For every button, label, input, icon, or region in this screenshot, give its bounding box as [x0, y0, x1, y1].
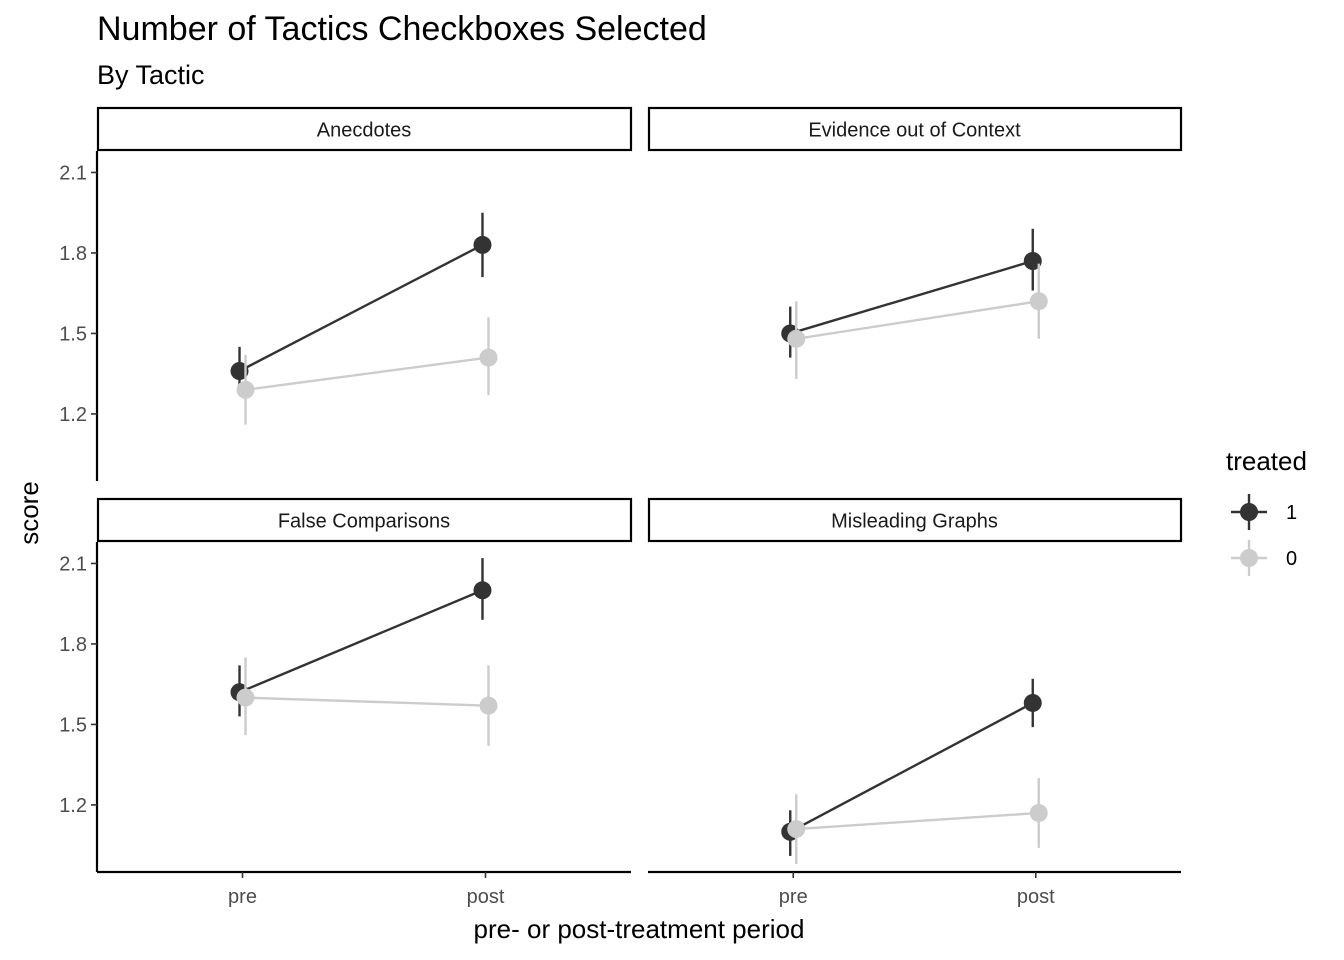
legend-keys: 10: [1231, 494, 1297, 576]
data-point: [473, 235, 492, 254]
x-tick-label: pre: [779, 886, 808, 908]
x-tick-label: pre: [228, 886, 257, 908]
legend-label: 0: [1286, 548, 1297, 570]
facet-panels: Anecdotes 1.2 1.5 1.8 2.1 Evidence out of Con…: [59, 106, 1183, 908]
x-tick-label: post: [1017, 886, 1055, 908]
series-line: [796, 300, 1039, 340]
legend-key-point: [1240, 549, 1258, 567]
facet-panel: Misleading Graphs pre post: [647, 497, 1183, 908]
y-tick-label: 1.8: [59, 634, 87, 656]
y-tick-label: 1.5: [59, 714, 87, 736]
data-point: [1029, 803, 1048, 822]
y-tick-label: 1.8: [59, 243, 87, 265]
y-tick-label: 1.2: [59, 404, 87, 426]
data-point: [1023, 252, 1042, 270]
facet-strip: [647, 106, 1183, 152]
facet-panel: False Comparisons 1.2 1.5 1.8 2.1 pre post: [59, 497, 633, 908]
series-line: [789, 259, 1034, 335]
data-point: [787, 820, 806, 839]
series-line: [239, 589, 483, 694]
x-axis-title: pre- or post-treatment period: [474, 914, 805, 944]
legend-key: 0: [1231, 540, 1297, 576]
chart-subtitle: By Tactic: [97, 60, 205, 90]
data-point: [230, 362, 249, 380]
legend-key: 1: [1231, 494, 1297, 530]
data-point: [473, 581, 492, 600]
data-point: [236, 380, 255, 399]
y-tick-label: 1.5: [59, 323, 87, 345]
facet-panel: Evidence out of Context: [647, 106, 1183, 380]
series-line: [796, 811, 1039, 831]
series-line: [245, 696, 489, 707]
legend-title: treated: [1226, 446, 1307, 476]
data-point: [1023, 693, 1042, 712]
data-point: [1029, 292, 1048, 311]
y-tick-label: 2.1: [59, 162, 87, 184]
data-point: [479, 696, 498, 715]
y-tick-label: 2.1: [59, 553, 87, 575]
facet-panel: Anecdotes 1.2 1.5 1.8 2.1: [59, 106, 633, 481]
data-point: [479, 348, 498, 367]
facet-strip: [96, 106, 633, 152]
chart-title: Number of Tactics Checkboxes Selected: [97, 10, 707, 48]
facet-strip-label: False Comparisons: [278, 511, 450, 533]
legend-key-point: [1240, 503, 1258, 521]
series-line: [245, 356, 489, 391]
y-axis-title: score: [14, 481, 44, 545]
data-point: [787, 329, 806, 348]
facet-strip-label: Anecdotes: [317, 120, 412, 142]
data-point: [236, 688, 255, 707]
series-line: [238, 243, 484, 373]
legend: treated 10: [1226, 446, 1307, 576]
y-tick-label: 1.2: [59, 795, 87, 817]
facet-strip: [647, 497, 1183, 543]
legend-label: 1: [1286, 502, 1297, 524]
facet-strip: [96, 497, 633, 543]
series-line: [789, 701, 1034, 833]
x-tick-label: post: [467, 886, 505, 908]
facet-strip-label: Evidence out of Context: [808, 120, 1021, 142]
facet-strip-label: Misleading Graphs: [831, 511, 998, 533]
